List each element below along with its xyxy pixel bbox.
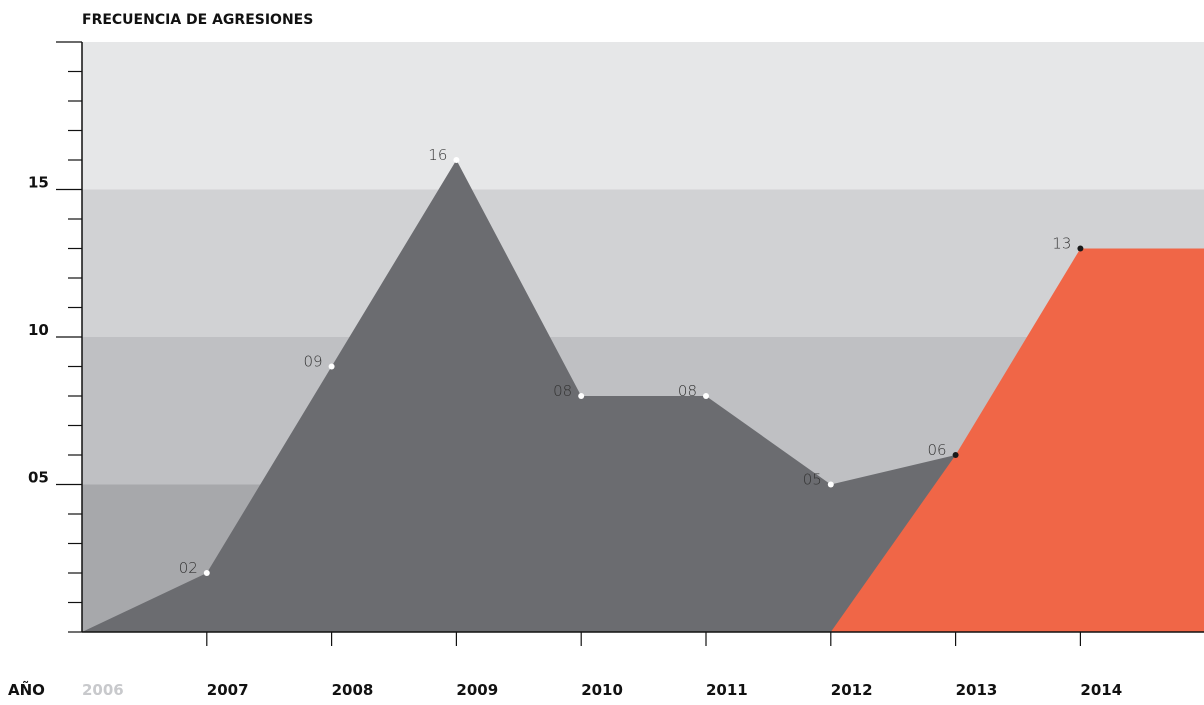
data-point-0-2008 — [328, 363, 335, 370]
data-point-0-2009 — [453, 157, 460, 163]
data-point-0-2012 — [827, 481, 834, 488]
data-label-0-2012: 05 — [803, 471, 822, 489]
data-point-1-2014 — [1077, 245, 1084, 252]
y-tick-label-05: 05 — [28, 469, 49, 487]
x-tick-label-2012: 2012 — [831, 681, 873, 699]
data-point-0-2013 — [952, 452, 959, 458]
data-label-0-2009: 16 — [428, 146, 447, 164]
x-tick-label-2007: 2007 — [207, 681, 249, 699]
data-point-0-2011 — [703, 393, 709, 399]
band-2 — [82, 189, 1204, 337]
data-label-0-2007: 02 — [179, 559, 198, 577]
x-tick-label-2013: 2013 — [956, 681, 998, 699]
x-tick-label-2008: 2008 — [332, 681, 374, 699]
data-point-0-2010 — [578, 393, 585, 399]
chart-title: FRECUENCIA DE AGRESIONES — [82, 12, 313, 28]
x-tick-label-2011: 2011 — [706, 681, 748, 699]
x-tick-label-2006: 2006 — [82, 681, 124, 699]
x-axis-label: AÑO — [8, 680, 45, 699]
x-tick-label-2010: 2010 — [581, 681, 623, 699]
data-label-0-2011: 08 — [678, 382, 697, 400]
x-tick-label-2009: 2009 — [456, 681, 498, 699]
series-area-1 — [830, 248, 1204, 632]
data-label-0-2010: 08 — [553, 382, 572, 400]
data-label-0-2013: 06 — [928, 441, 947, 459]
y-tick-label-10: 10 — [28, 321, 49, 339]
series-area-0 — [82, 160, 956, 632]
band-3 — [82, 42, 1204, 190]
data-point-0-2007 — [203, 570, 210, 576]
y-tick-label-15: 15 — [28, 174, 49, 192]
data-label-1-2014: 13 — [1052, 235, 1071, 253]
data-label-0-2008: 09 — [304, 353, 323, 371]
x-tick-label-2014: 2014 — [1080, 681, 1122, 699]
